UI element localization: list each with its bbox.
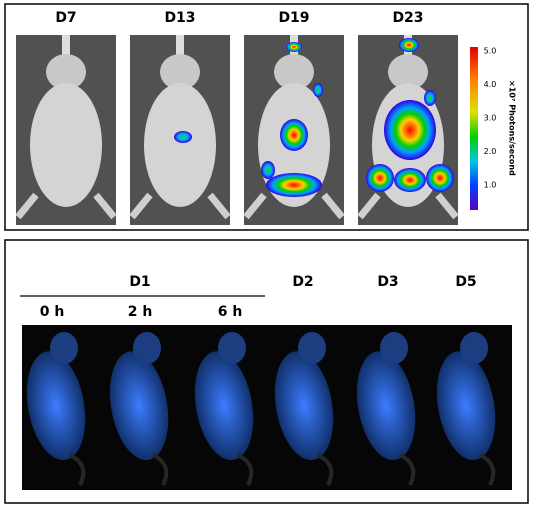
signal [399, 38, 419, 52]
mouse-head [298, 332, 326, 364]
fluorescence-image [22, 325, 512, 490]
signal [174, 131, 192, 143]
mouse-head [133, 332, 161, 364]
mouse-body [144, 83, 216, 207]
colorbar [470, 47, 478, 210]
mouse-head [50, 332, 78, 364]
time-label: 2 h [128, 304, 153, 320]
signal [266, 173, 322, 197]
signal [424, 90, 436, 106]
mouse-tail [69, 453, 86, 486]
mouse-head [218, 332, 246, 364]
mouse-fluor [26, 351, 86, 461]
mouse-fluor [109, 351, 169, 461]
signal [280, 119, 308, 151]
signal [313, 83, 323, 97]
holder [176, 35, 184, 60]
mouse-tail [399, 453, 416, 486]
signal [286, 42, 302, 52]
mouse-head [388, 54, 428, 90]
signal [394, 168, 426, 192]
mouse-legs [15, 192, 117, 220]
colorbar-tick-label: 3.0 [484, 114, 497, 123]
colorbar-tick-label: 4.0 [484, 80, 497, 89]
mouse-head [46, 54, 86, 90]
colorbar-label: ×10⁷ Photons/second [508, 80, 517, 176]
mouse-tail [317, 453, 334, 486]
mouse-head [160, 54, 200, 90]
mouse-head [274, 54, 314, 90]
colorbar-tick-label: 2.0 [484, 147, 497, 156]
day-label: D19 [278, 10, 309, 26]
mouse-tail [237, 453, 254, 486]
colorbar-tick-label: 5.0 [484, 47, 497, 56]
time-label: 6 h [218, 304, 243, 320]
day-label: D13 [164, 10, 195, 26]
mouse-fluor [194, 351, 254, 461]
signal [261, 161, 275, 179]
top-panel [4, 3, 529, 231]
day-label: D2 [292, 274, 313, 290]
mouse-body [30, 83, 102, 207]
bottom-panel [4, 239, 529, 504]
mouse-fluor [436, 351, 496, 461]
mouse-fluor [274, 351, 334, 461]
mouse-head [380, 332, 408, 364]
day-label: D3 [377, 274, 398, 290]
mouse-legs [129, 192, 231, 220]
time-label: 0 h [40, 304, 65, 320]
mouse-fluor [356, 351, 416, 461]
group-label: D1 [129, 274, 150, 290]
day-label: D5 [455, 274, 476, 290]
signal [426, 164, 454, 192]
mouse-legs [243, 192, 345, 220]
colorbar-tick-label: 1.0 [484, 181, 497, 190]
day-label: D7 [55, 10, 76, 26]
signal [384, 100, 436, 160]
mouse-legs [357, 192, 459, 220]
mouse-tail [479, 453, 496, 486]
mouse-head [460, 332, 488, 364]
mouse-tail [152, 453, 169, 486]
signal [366, 164, 394, 192]
holder [62, 35, 70, 60]
day-label: D23 [392, 10, 423, 26]
